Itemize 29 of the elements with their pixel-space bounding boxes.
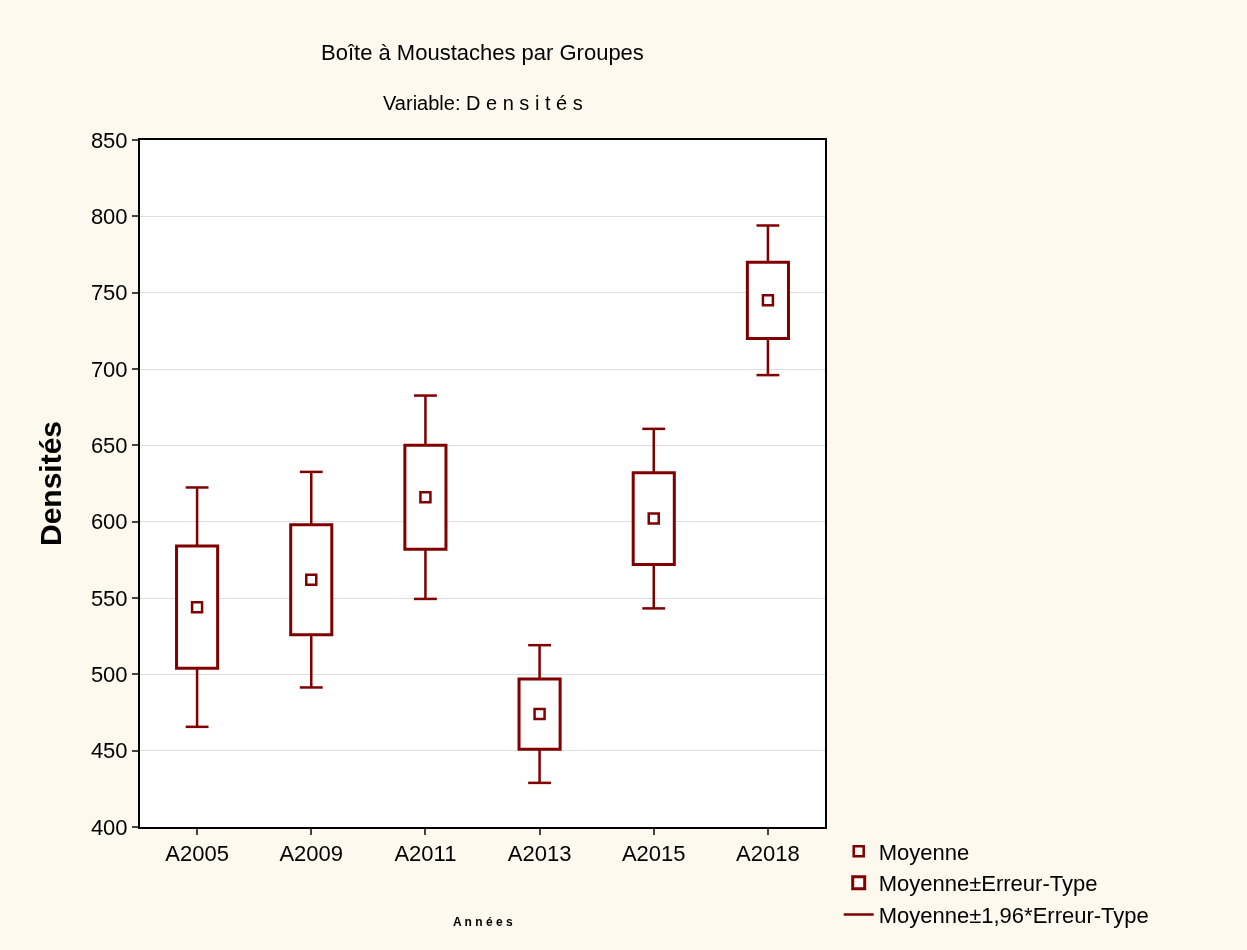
y-tick-label: 750 (90, 280, 128, 306)
point (305, 573, 318, 586)
point (647, 512, 660, 525)
y-tick-label: 450 (90, 738, 128, 764)
x-tick-label: A2018 (736, 841, 800, 867)
y-tick-label: 500 (90, 662, 128, 688)
x-tick-label: A2015 (621, 841, 686, 867)
text: Moyenne±1,96*Erreur-Type (878, 903, 1149, 929)
legend-label: Moyenne (878, 839, 970, 865)
y-tick-label: 600 (90, 509, 128, 535)
y-tick-label: 800 (90, 204, 128, 230)
y-tick-label: 650 (90, 433, 128, 459)
point (419, 490, 432, 504)
y-tick-label: 400 (90, 814, 128, 840)
point (761, 294, 775, 307)
y-axis-title: Densités (34, 420, 68, 547)
x-axis-title: A n n é e s (453, 915, 513, 929)
x-tick-label: A2009 (279, 841, 344, 867)
x-tick-label: A2011 (394, 841, 457, 867)
y-tick-label: 700 (90, 356, 128, 382)
point (190, 600, 204, 614)
y-tick-label: 850 (90, 127, 128, 153)
y-tick-label: 550 (90, 585, 128, 611)
point (533, 707, 546, 721)
x-tick-label: A2013 (507, 841, 572, 867)
chart-title: Boîte à Moustaches par Groupes (321, 40, 644, 65)
legend-label: Moyenne±Erreur-Type (878, 871, 1098, 897)
x-tick-label: A2005 (165, 841, 229, 867)
chart-subtitle: Variable: D e n s i t é s (383, 92, 583, 114)
